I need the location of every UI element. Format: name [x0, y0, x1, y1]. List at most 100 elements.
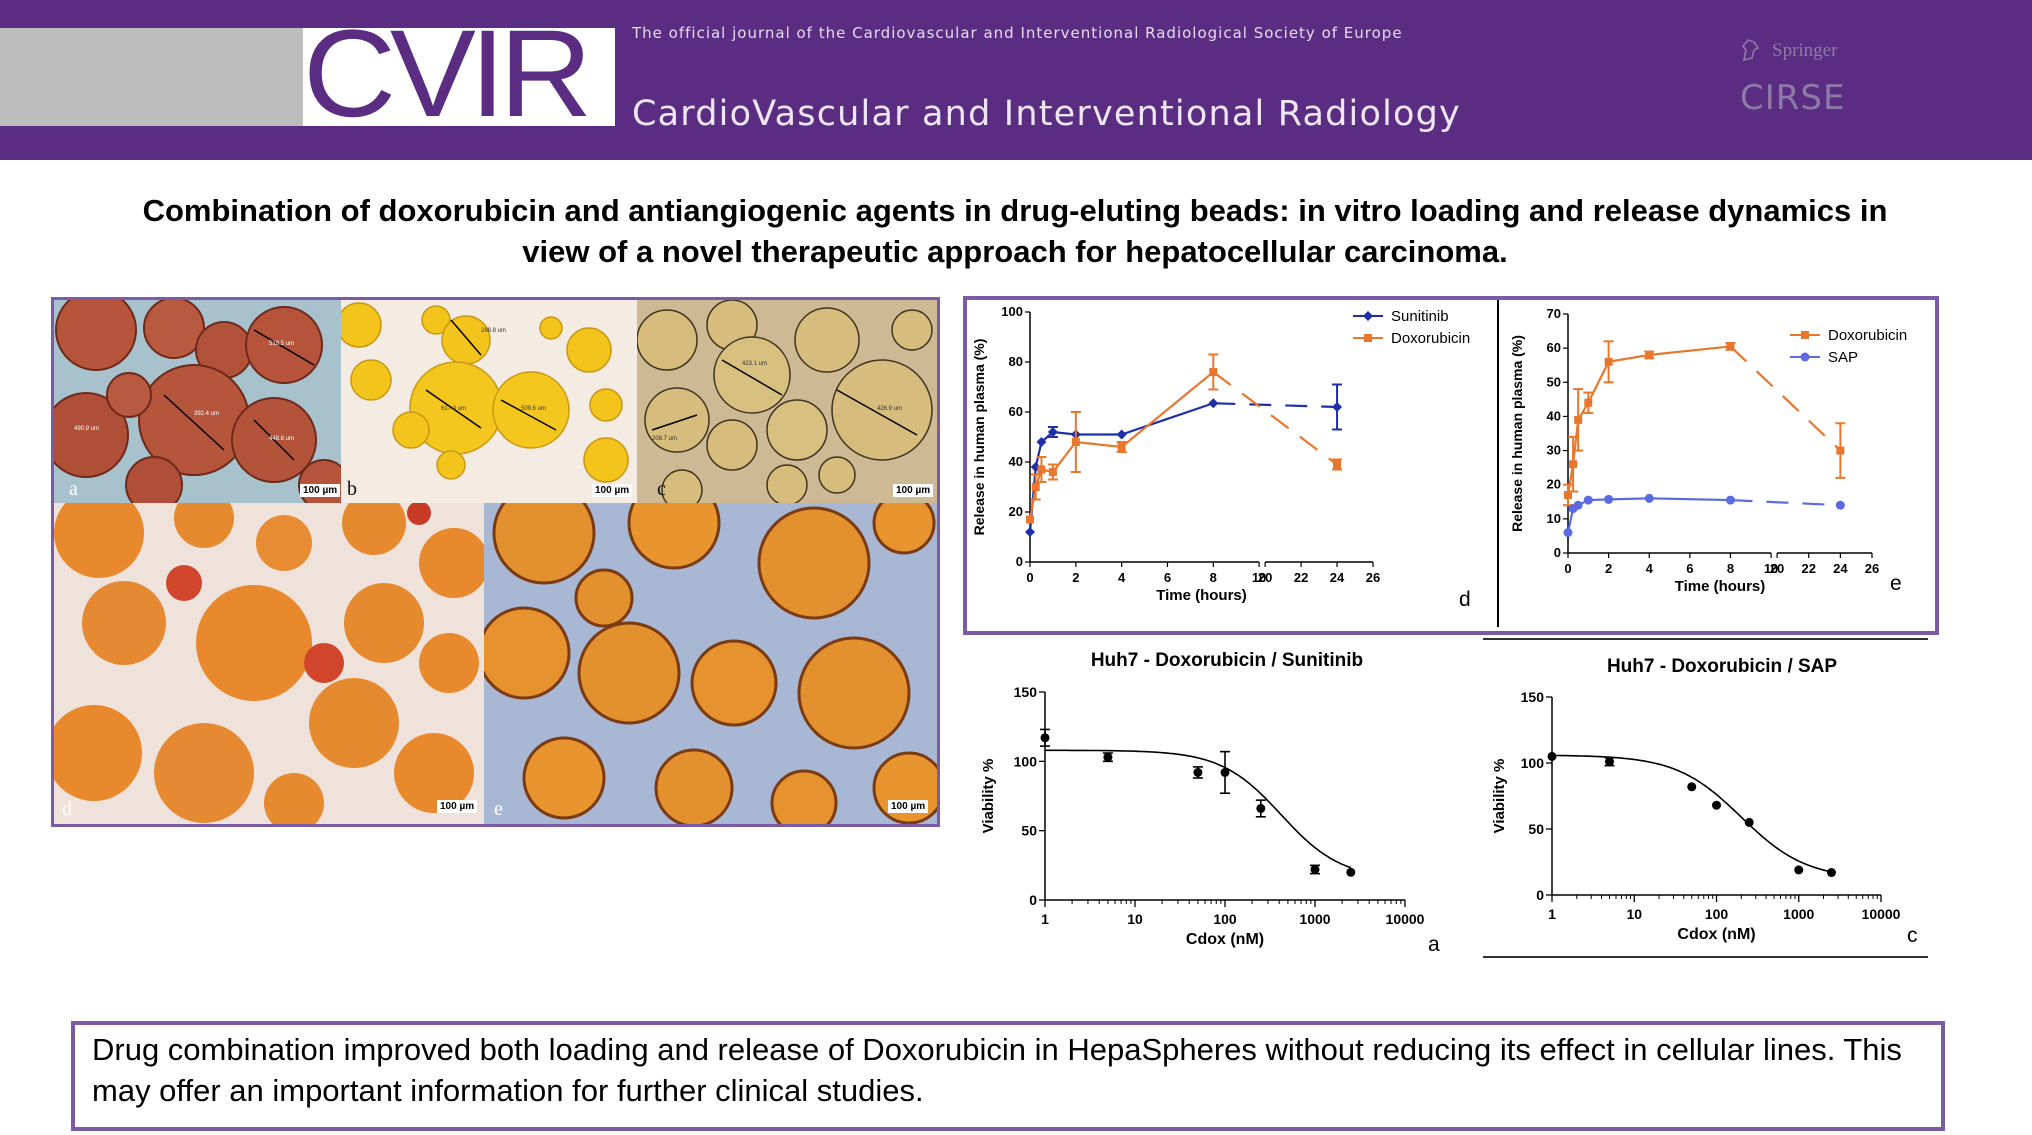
- photo-d-beads: [54, 503, 484, 824]
- viability-chart-a: Huh7 - Doxorubicin / Sunitinib 0 50 100 150 1…: [980, 650, 1440, 956]
- journal-tagline: The official journal of the Cardiovascul…: [632, 24, 1403, 42]
- y-tick-label: 100: [1001, 304, 1023, 319]
- journal-name: CardioVascular and Interventional Radiol…: [632, 94, 1461, 134]
- x-tick-label: 10000: [1386, 911, 1425, 927]
- y-tick-label: 0: [1029, 892, 1037, 908]
- scale-bar-b: 100 µm: [592, 484, 633, 497]
- cvir-logo: CVIR: [303, 5, 592, 143]
- data-point: [1040, 733, 1050, 743]
- cirse-logo: CIRSE: [1740, 78, 1846, 118]
- photo-label-d: d: [62, 798, 72, 820]
- viability-c-bottom-rule: [1483, 956, 1928, 958]
- photo-e-beads: [484, 503, 937, 824]
- photo-tile-e: e 100 µm: [484, 503, 937, 824]
- conclusion-box: [71, 1021, 1945, 1131]
- series-line-sap: [1566, 497, 1731, 533]
- panel-label: a: [1428, 933, 1440, 956]
- panel-label: e: [1890, 572, 1902, 595]
- legend-marker: [1801, 331, 1809, 339]
- x-tick-label: 2: [1072, 570, 1079, 585]
- x-tick-label: 24: [1833, 561, 1848, 576]
- photo-b-beads: 288.8 um 617.3 um 509.6 um: [341, 300, 637, 503]
- springer-logo-text: Springer: [1772, 40, 1838, 61]
- photo-b-measure: 288.8 um: [481, 328, 506, 334]
- data-point-sunitinib: [1030, 462, 1041, 472]
- series-line-break-doxorubicin: [1729, 345, 1842, 452]
- data-point-doxorubicin: [1209, 368, 1218, 376]
- data-point-sunitinib: [1116, 429, 1127, 440]
- y-tick-label: 20: [1547, 477, 1561, 492]
- legend-label: Doxorubicin: [1828, 327, 1907, 344]
- x-tick-label: 20: [1258, 570, 1272, 585]
- photo-tile-a: 392.4 um 448.8 um 518.5 um 490.9 um a 10…: [54, 300, 341, 503]
- microscopy-photo-panel: 392.4 um 448.8 um 518.5 um 490.9 um a 10…: [51, 297, 940, 827]
- y-tick-label: 60: [1547, 340, 1561, 355]
- photo-a-measure: 448.8 um: [269, 436, 294, 442]
- series-line-break-doxorubicin: [1212, 371, 1338, 466]
- chart-title: Huh7 - Doxorubicin / SAP: [1607, 656, 1837, 677]
- legend-marker: [1364, 334, 1372, 342]
- chart-title: Huh7 - Doxorubicin / Sunitinib: [1091, 650, 1363, 671]
- x-tick-label: 1: [1548, 906, 1556, 922]
- paper-title: Combination of doxorubicin and antiangio…: [142, 193, 1888, 269]
- data-point-doxorubicin: [1836, 446, 1845, 455]
- data-point-doxorubicin: [1569, 460, 1578, 469]
- x-tick-label: 26: [1366, 570, 1380, 585]
- y-tick-label: 30: [1547, 443, 1561, 458]
- photo-c-measure: 426.9 um: [877, 406, 902, 412]
- data-point: [1687, 782, 1697, 792]
- series-line-break-sap: [1730, 498, 1841, 507]
- x-tick-label: 2: [1605, 561, 1612, 576]
- photo-label-e: e: [494, 798, 503, 820]
- photo-c-beads: 423.1 um 426.9 um 208.7 um: [637, 300, 937, 503]
- data-point-doxorubicin: [1645, 350, 1654, 359]
- y-tick-label: 100: [1521, 755, 1545, 771]
- x-axis-label: Cdox (nM): [1677, 926, 1755, 943]
- x-tick-label: 10000: [1862, 906, 1901, 922]
- scale-bar-d: 100 µm: [437, 800, 478, 813]
- y-tick-label: 150: [1521, 689, 1545, 705]
- data-point-sap: [1583, 495, 1593, 505]
- x-tick-label: 8: [1727, 561, 1734, 576]
- x-tick-label: 10: [1764, 561, 1778, 576]
- data-point-sunitinib: [1047, 427, 1058, 437]
- data-point-sunitinib: [1332, 402, 1343, 412]
- data-point-sunitinib: [1025, 527, 1035, 537]
- data-point: [1794, 865, 1804, 875]
- y-axis-label: Viability %: [980, 759, 997, 834]
- y-tick-label: 20: [1009, 504, 1023, 519]
- photo-c-measure: 208.7 um: [652, 436, 677, 442]
- photo-tile-b: 288.8 um 617.3 um 509.6 um b 100 µm: [341, 300, 637, 503]
- y-tick-label: 50: [1021, 823, 1037, 839]
- data-point-doxorubicin: [1071, 438, 1080, 446]
- data-point-sap: [1835, 500, 1845, 510]
- photo-label-b: b: [347, 478, 357, 500]
- photo-label-c: c: [657, 478, 666, 500]
- legend-label: SAP: [1828, 349, 1858, 366]
- x-tick-label: 6: [1164, 570, 1171, 585]
- logo-background: [303, 28, 615, 126]
- x-tick-label: 26: [1865, 561, 1879, 576]
- data-point: [1193, 767, 1203, 777]
- data-point: [1346, 867, 1356, 877]
- photo-a-beads: 392.4 um 448.8 um 518.5 um 490.9 um: [54, 300, 341, 503]
- data-point: [1604, 757, 1614, 767]
- data-point-sap: [1604, 494, 1614, 504]
- photo-a-measure: 392.4 um: [194, 411, 219, 417]
- viability-chart-c: Huh7 - Doxorubicin / SAP 0 50 100 150 1 10 100 1…: [1491, 656, 1918, 947]
- data-point-sap: [1573, 500, 1583, 510]
- y-axis-label: Release in human plasma (%): [971, 339, 987, 536]
- legend-marker: [1800, 352, 1810, 362]
- x-tick-label: 8: [1210, 570, 1217, 585]
- data-point-doxorubicin: [1031, 483, 1040, 491]
- data-point-doxorubicin: [1564, 490, 1572, 499]
- data-point-sunitinib: [1208, 398, 1219, 409]
- x-tick-label: 1: [1041, 911, 1049, 927]
- x-tick-label: 20: [1770, 561, 1784, 576]
- x-tick-label: 22: [1801, 561, 1815, 576]
- y-tick-label: 50: [1547, 374, 1561, 389]
- legend-marker: [1363, 311, 1373, 321]
- data-point: [1744, 817, 1754, 827]
- legend-label: Sunitinib: [1391, 308, 1449, 325]
- x-axis-label: Time (hours): [1156, 587, 1247, 604]
